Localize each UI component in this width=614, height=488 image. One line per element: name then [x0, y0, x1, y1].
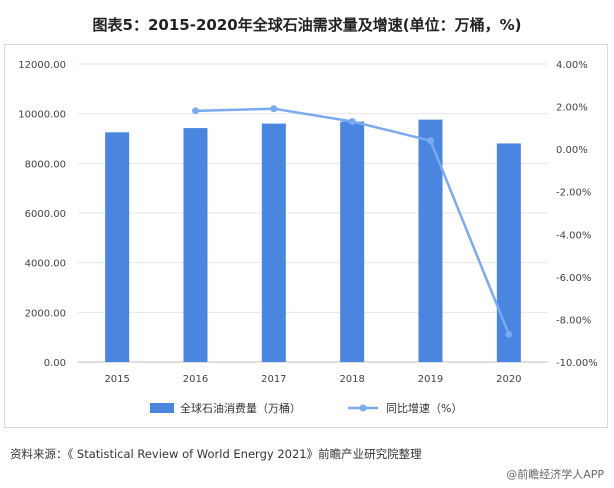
x-tick-label: 2015 — [104, 374, 129, 385]
bar — [496, 143, 521, 362]
legend-line-label: 同比增速（%） — [386, 401, 462, 415]
bar — [340, 121, 365, 362]
brand-watermark: @前瞻经济学人APP — [506, 468, 604, 481]
growth-point — [192, 107, 199, 115]
source-note: 资料来源：《 Statistical Review of World Energ… — [10, 447, 422, 461]
bar — [105, 132, 130, 362]
left-tick-label: 8000.00 — [25, 159, 66, 170]
left-tick-label: 2000.00 — [25, 308, 66, 319]
left-tick-label: 6000.00 — [25, 209, 66, 220]
growth-point — [348, 117, 356, 125]
right-tick-label: -2.00% — [556, 188, 591, 199]
legend-line-marker — [359, 404, 367, 412]
bar — [261, 123, 286, 362]
legend-bar-label: 全球石油消费量（万桶） — [180, 401, 301, 415]
right-tick-label: 4.00% — [556, 60, 588, 71]
growth-point — [427, 137, 434, 145]
right-tick-label: -6.00% — [556, 273, 591, 284]
left-tick-label: 4000.00 — [25, 259, 66, 270]
right-tick-label: -10.00% — [556, 358, 598, 369]
right-tick-label: -4.00% — [556, 230, 591, 241]
chart-title: 图表5：2015-2020年全球石油需求量及增速(单位：万桶，%) — [92, 16, 522, 34]
bar — [418, 119, 443, 362]
x-tick-label: 2020 — [496, 374, 521, 385]
left-tick-label: 0.00 — [44, 358, 66, 369]
left-tick-label: 12000.00 — [18, 60, 66, 71]
x-tick-label: 2016 — [183, 374, 208, 385]
right-tick-label: 0.00% — [556, 145, 588, 156]
right-tick-label: -8.00% — [556, 315, 591, 326]
x-tick-label: 2018 — [339, 374, 364, 385]
right-tick-label: 2.00% — [556, 103, 588, 114]
bar — [183, 128, 208, 362]
left-tick-label: 10000.00 — [18, 110, 66, 121]
x-tick-label: 2017 — [261, 374, 286, 385]
chart-svg: 0.00 2000.00 4000.00 6000.00 8000.00 10000.00… — [18, 60, 598, 415]
chart-container — [4, 44, 608, 428]
growth-point — [505, 330, 513, 338]
growth-point — [270, 105, 278, 113]
legend-bar-swatch — [150, 403, 174, 413]
x-tick-label: 2019 — [418, 374, 443, 385]
